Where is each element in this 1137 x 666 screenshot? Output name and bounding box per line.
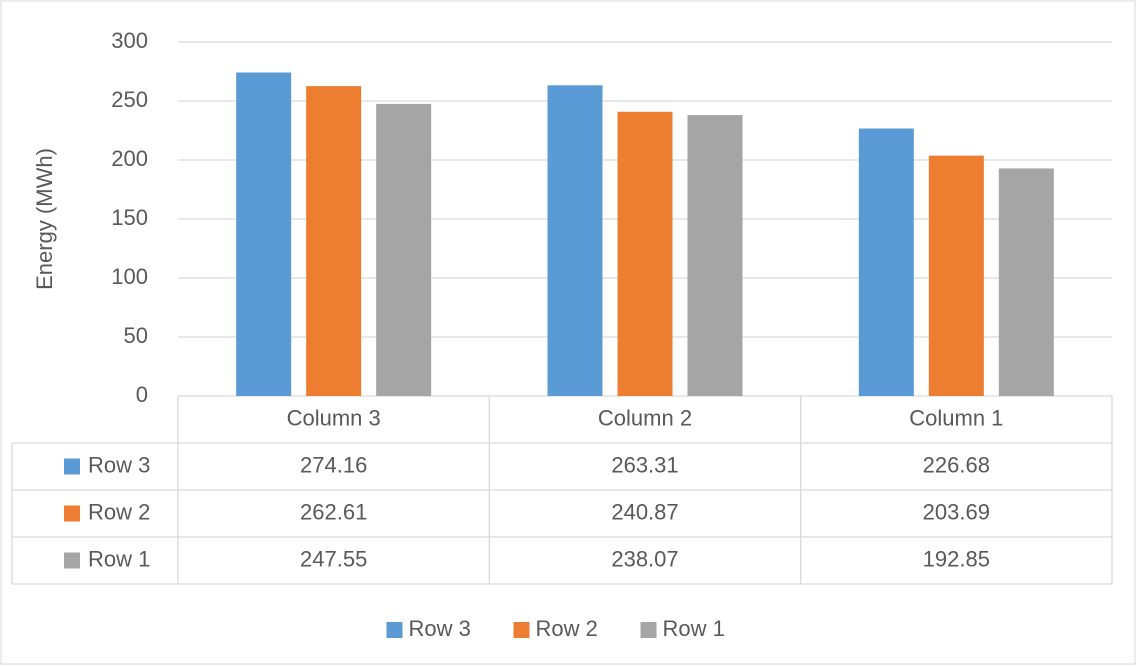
table-cell: 240.87 [611,499,678,524]
bar [236,72,292,396]
table-cell: 238.07 [611,546,678,571]
bar [306,86,362,396]
table-header: Column 2 [598,405,692,430]
table-cell: 262.61 [300,499,367,524]
table-cell: 247.55 [300,546,367,571]
bar [858,128,914,397]
bar [376,103,432,397]
table-cell: 263.31 [611,452,678,477]
table-header: Column 1 [909,405,1003,430]
legend-key [640,622,657,638]
table-cell: 192.85 [923,546,990,571]
y-tick-label: 150 [111,205,148,230]
y-tick-label: 300 [111,28,148,53]
bar [687,115,743,397]
y-tick-label: 100 [111,264,148,289]
legend-key [386,622,403,638]
legend-key [513,622,530,638]
legend-label: Row 3 [409,616,471,641]
y-tick-label: 250 [111,87,148,112]
y-tick-label: 50 [124,323,148,348]
legend-label: Row 1 [663,616,725,641]
table-row-label: Row 2 [88,499,150,524]
table-cell: 226.68 [923,452,990,477]
table-legend-key [64,505,80,522]
bar [617,111,673,396]
y-tick-label: 200 [111,146,148,171]
y-axis-label: Energy (MWh) [32,148,57,290]
table-cell: 203.69 [923,499,990,524]
table-row-label: Row 1 [88,546,150,571]
bar [998,168,1054,396]
table-legend-key [64,552,80,569]
table-cell: 274.16 [300,452,367,477]
legend-label: Row 2 [536,616,598,641]
bar [928,155,984,396]
table-legend-key [64,458,80,475]
bar [547,85,603,397]
table-header: Column 3 [287,405,381,430]
y-tick-label: 0 [136,382,148,407]
table-row-label: Row 3 [88,452,150,477]
